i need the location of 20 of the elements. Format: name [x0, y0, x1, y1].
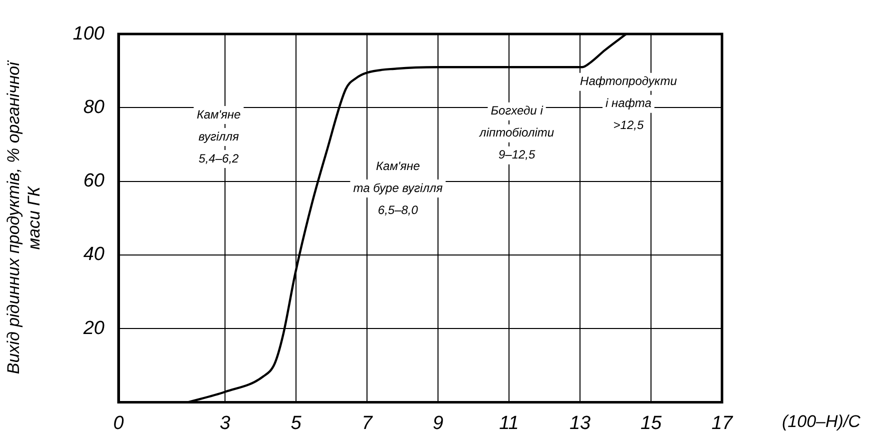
x-tick-label: 13: [569, 412, 591, 434]
annotation: Кам'яне та буре вугілля 6,5–8,0: [353, 158, 444, 217]
annotation: Кам'яне вугілля 5,4–6,2: [196, 107, 241, 166]
x-tick-label: 17: [711, 412, 734, 434]
x-tick-label: 11: [499, 412, 519, 434]
y-tick-label: 100: [72, 23, 105, 44]
y-tick-label: 80: [83, 96, 105, 118]
y-axis-title: Вихід рідинних продуктів, % органічної маси ГК: [4, 60, 44, 374]
y-tick-label: 20: [82, 318, 105, 339]
x-tick-label: 5: [290, 412, 302, 434]
x-axis-title: (100–Н)/С: [782, 412, 862, 431]
y-tick-label: 60: [83, 170, 105, 192]
x-tick-label: 9: [432, 412, 444, 434]
x-tick-label: 3: [220, 412, 231, 434]
x-tick-label: 7: [362, 412, 374, 434]
x-tick-label: 0: [113, 412, 124, 434]
annotation: Нафтопродукти і нафта >12,5: [580, 74, 678, 132]
y-tick-label: 40: [83, 244, 105, 266]
x-tick-label: 15: [640, 412, 662, 434]
annotation: Богхеди і ліптобіоліти 9–12,5: [478, 104, 554, 162]
